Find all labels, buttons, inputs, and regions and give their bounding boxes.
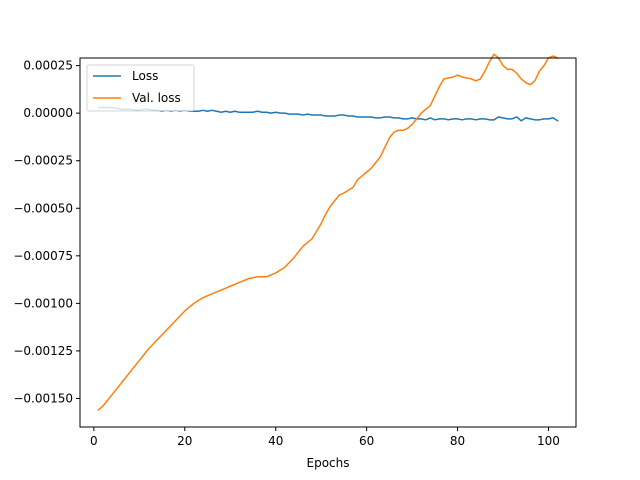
plot-background — [80, 58, 576, 427]
y-tick-label: −0.00050 — [13, 201, 73, 215]
y-tick-label: 0.00025 — [23, 59, 73, 73]
x-tick-label: 80 — [450, 434, 465, 448]
y-tick-label: −0.00150 — [13, 391, 73, 405]
y-tick-label: 0.00000 — [23, 106, 73, 120]
plot-frame — [79, 57, 577, 428]
y-tick-label: −0.00100 — [13, 296, 73, 310]
legend: Loss Val. loss — [86, 64, 195, 112]
x-tick-label: 20 — [177, 434, 192, 448]
axis-ticks: 0 20 40 60 80 100 0.00025 0.00000 −0.00025 −0.000… — [13, 59, 560, 448]
y-tick-label: −0.00025 — [13, 154, 73, 168]
legend-label-val-loss: Val. loss — [132, 91, 181, 105]
legend-label-loss: Loss — [132, 69, 158, 83]
x-tick-label: 60 — [359, 434, 374, 448]
x-tick-label: 100 — [537, 434, 560, 448]
x-tick-label: 40 — [268, 434, 283, 448]
x-tick-label: 0 — [90, 434, 98, 448]
y-tick-label: −0.00125 — [13, 344, 73, 358]
x-axis-label: Epochs — [307, 456, 350, 470]
y-tick-label: −0.00075 — [13, 249, 73, 263]
